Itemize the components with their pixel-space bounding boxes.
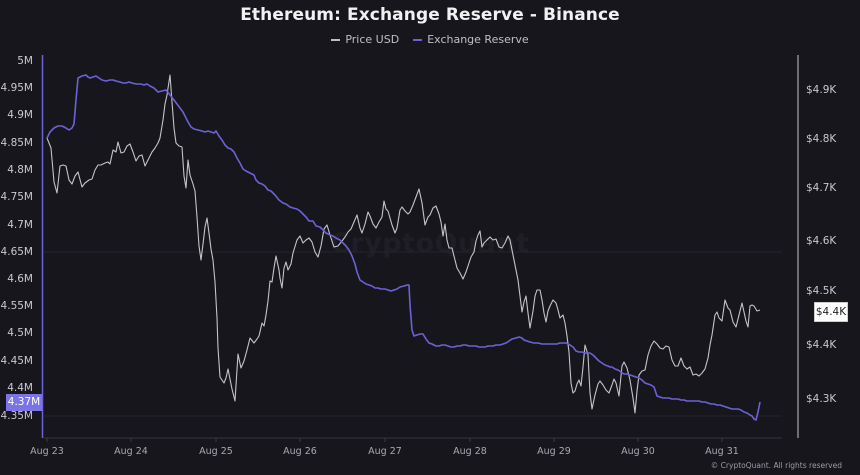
watermark: CryptoQuant xyxy=(330,228,530,259)
x-tick: Aug 29 xyxy=(537,446,571,457)
right-tick: $4.8K xyxy=(806,133,837,145)
legend-label-price: Price USD xyxy=(345,33,400,46)
right-tick: $4.9K xyxy=(806,84,837,96)
x-tick: Aug 24 xyxy=(114,446,148,457)
copyright-footer: © CryptoQuant. All rights reserved xyxy=(710,461,842,470)
legend-item-price[interactable]: Price USD xyxy=(331,33,399,46)
left-tick: 4.65M xyxy=(0,246,33,258)
left-tick: 4.35M xyxy=(0,410,33,422)
left-tick: 4.85M xyxy=(0,137,33,149)
left-tick: 4.6M xyxy=(7,273,33,285)
reserve-current-value-badge: 4.37M xyxy=(6,394,42,411)
chart-legend: Price USD Exchange Reserve xyxy=(0,33,860,46)
x-tick: Aug 23 xyxy=(30,446,64,457)
x-tick: Aug 27 xyxy=(368,446,402,457)
left-tick: 4.45M xyxy=(0,355,33,367)
right-tick: $4.6K xyxy=(806,235,837,247)
gridlines xyxy=(44,251,782,417)
left-tick: 4.9M xyxy=(7,109,33,121)
left-tick: 4.7M xyxy=(7,219,33,231)
right-tick: $4.3K xyxy=(806,393,837,405)
left-tick: 4.75M xyxy=(0,191,33,203)
left-tick: 4.95M xyxy=(0,82,33,94)
right-tick: $4.4K xyxy=(806,339,837,351)
right-tick: $4.5K xyxy=(806,285,837,297)
left-tick: 4.8M xyxy=(7,164,33,176)
left-tick: 5M xyxy=(17,55,33,67)
left-tick: 4.4M xyxy=(7,382,33,394)
price-current-value-badge: $4.4K xyxy=(814,302,848,322)
x-tick: Aug 31 xyxy=(705,446,739,457)
reserve-swatch-icon xyxy=(413,38,423,41)
exchange-reserve-line xyxy=(46,74,761,421)
x-tick: Aug 26 xyxy=(283,446,317,457)
x-tick: Aug 25 xyxy=(199,446,233,457)
x-tick: Aug 30 xyxy=(621,446,655,457)
x-tick: Aug 28 xyxy=(453,446,487,457)
price-swatch-icon xyxy=(331,38,341,41)
legend-label-reserve: Exchange Reserve xyxy=(427,33,529,46)
left-tick: 4.55M xyxy=(0,300,33,312)
chart-title: Ethereum: Exchange Reserve - Binance xyxy=(240,5,620,25)
legend-item-reserve[interactable]: Exchange Reserve xyxy=(413,33,529,46)
x-axis-ticks xyxy=(46,438,723,442)
price-usd-line xyxy=(46,74,761,414)
right-tick: $4.7K xyxy=(806,182,837,194)
left-tick: 4.5M xyxy=(7,327,33,339)
